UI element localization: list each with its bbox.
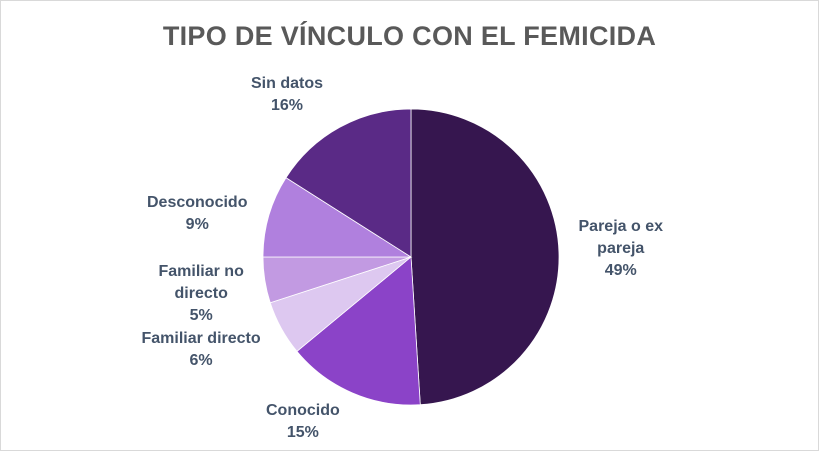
data-label-value: 9%	[185, 216, 209, 233]
data-label-category: Conocido	[266, 402, 340, 419]
data-label-category: Sin datos	[251, 75, 324, 92]
data-label-pareja-o-ex-pareja: Pareja o ex pareja 49%	[579, 216, 664, 282]
data-label-value: 5%	[189, 307, 213, 324]
data-label-category: Familiar directo	[141, 330, 261, 347]
data-label-value: 15%	[286, 424, 319, 441]
data-label-value: 49%	[604, 262, 637, 279]
data-label-category: directo	[174, 285, 228, 302]
pie-slice-pareja-o-ex-pareja	[410, 108, 560, 406]
data-label-category: Pareja o ex	[578, 218, 664, 235]
data-label-category: Familiar no	[158, 263, 244, 280]
chart-title: TIPO DE VÍNCULO CON EL FEMICIDA	[162, 21, 657, 51]
data-label-familiar-no-directo: Familiar no directo 5%	[159, 261, 244, 327]
data-label-category: Desconocido	[147, 194, 248, 211]
data-label-value: 16%	[270, 97, 304, 114]
data-label-category: pareja	[597, 240, 645, 257]
data-label-sin-datos: Sin datos 16%	[251, 73, 323, 117]
pie-slice-sin-datos	[285, 108, 412, 258]
pie-slice-conocido	[296, 256, 421, 406]
data-label-value: 6%	[189, 352, 213, 369]
data-label-conocido: Conocido 15%	[266, 400, 340, 444]
pie-slice-desconocido	[262, 177, 413, 258]
data-label-familiar-directo: Familiar directo 6%	[142, 328, 261, 372]
data-label-desconocido: Desconocido 9%	[147, 192, 247, 236]
